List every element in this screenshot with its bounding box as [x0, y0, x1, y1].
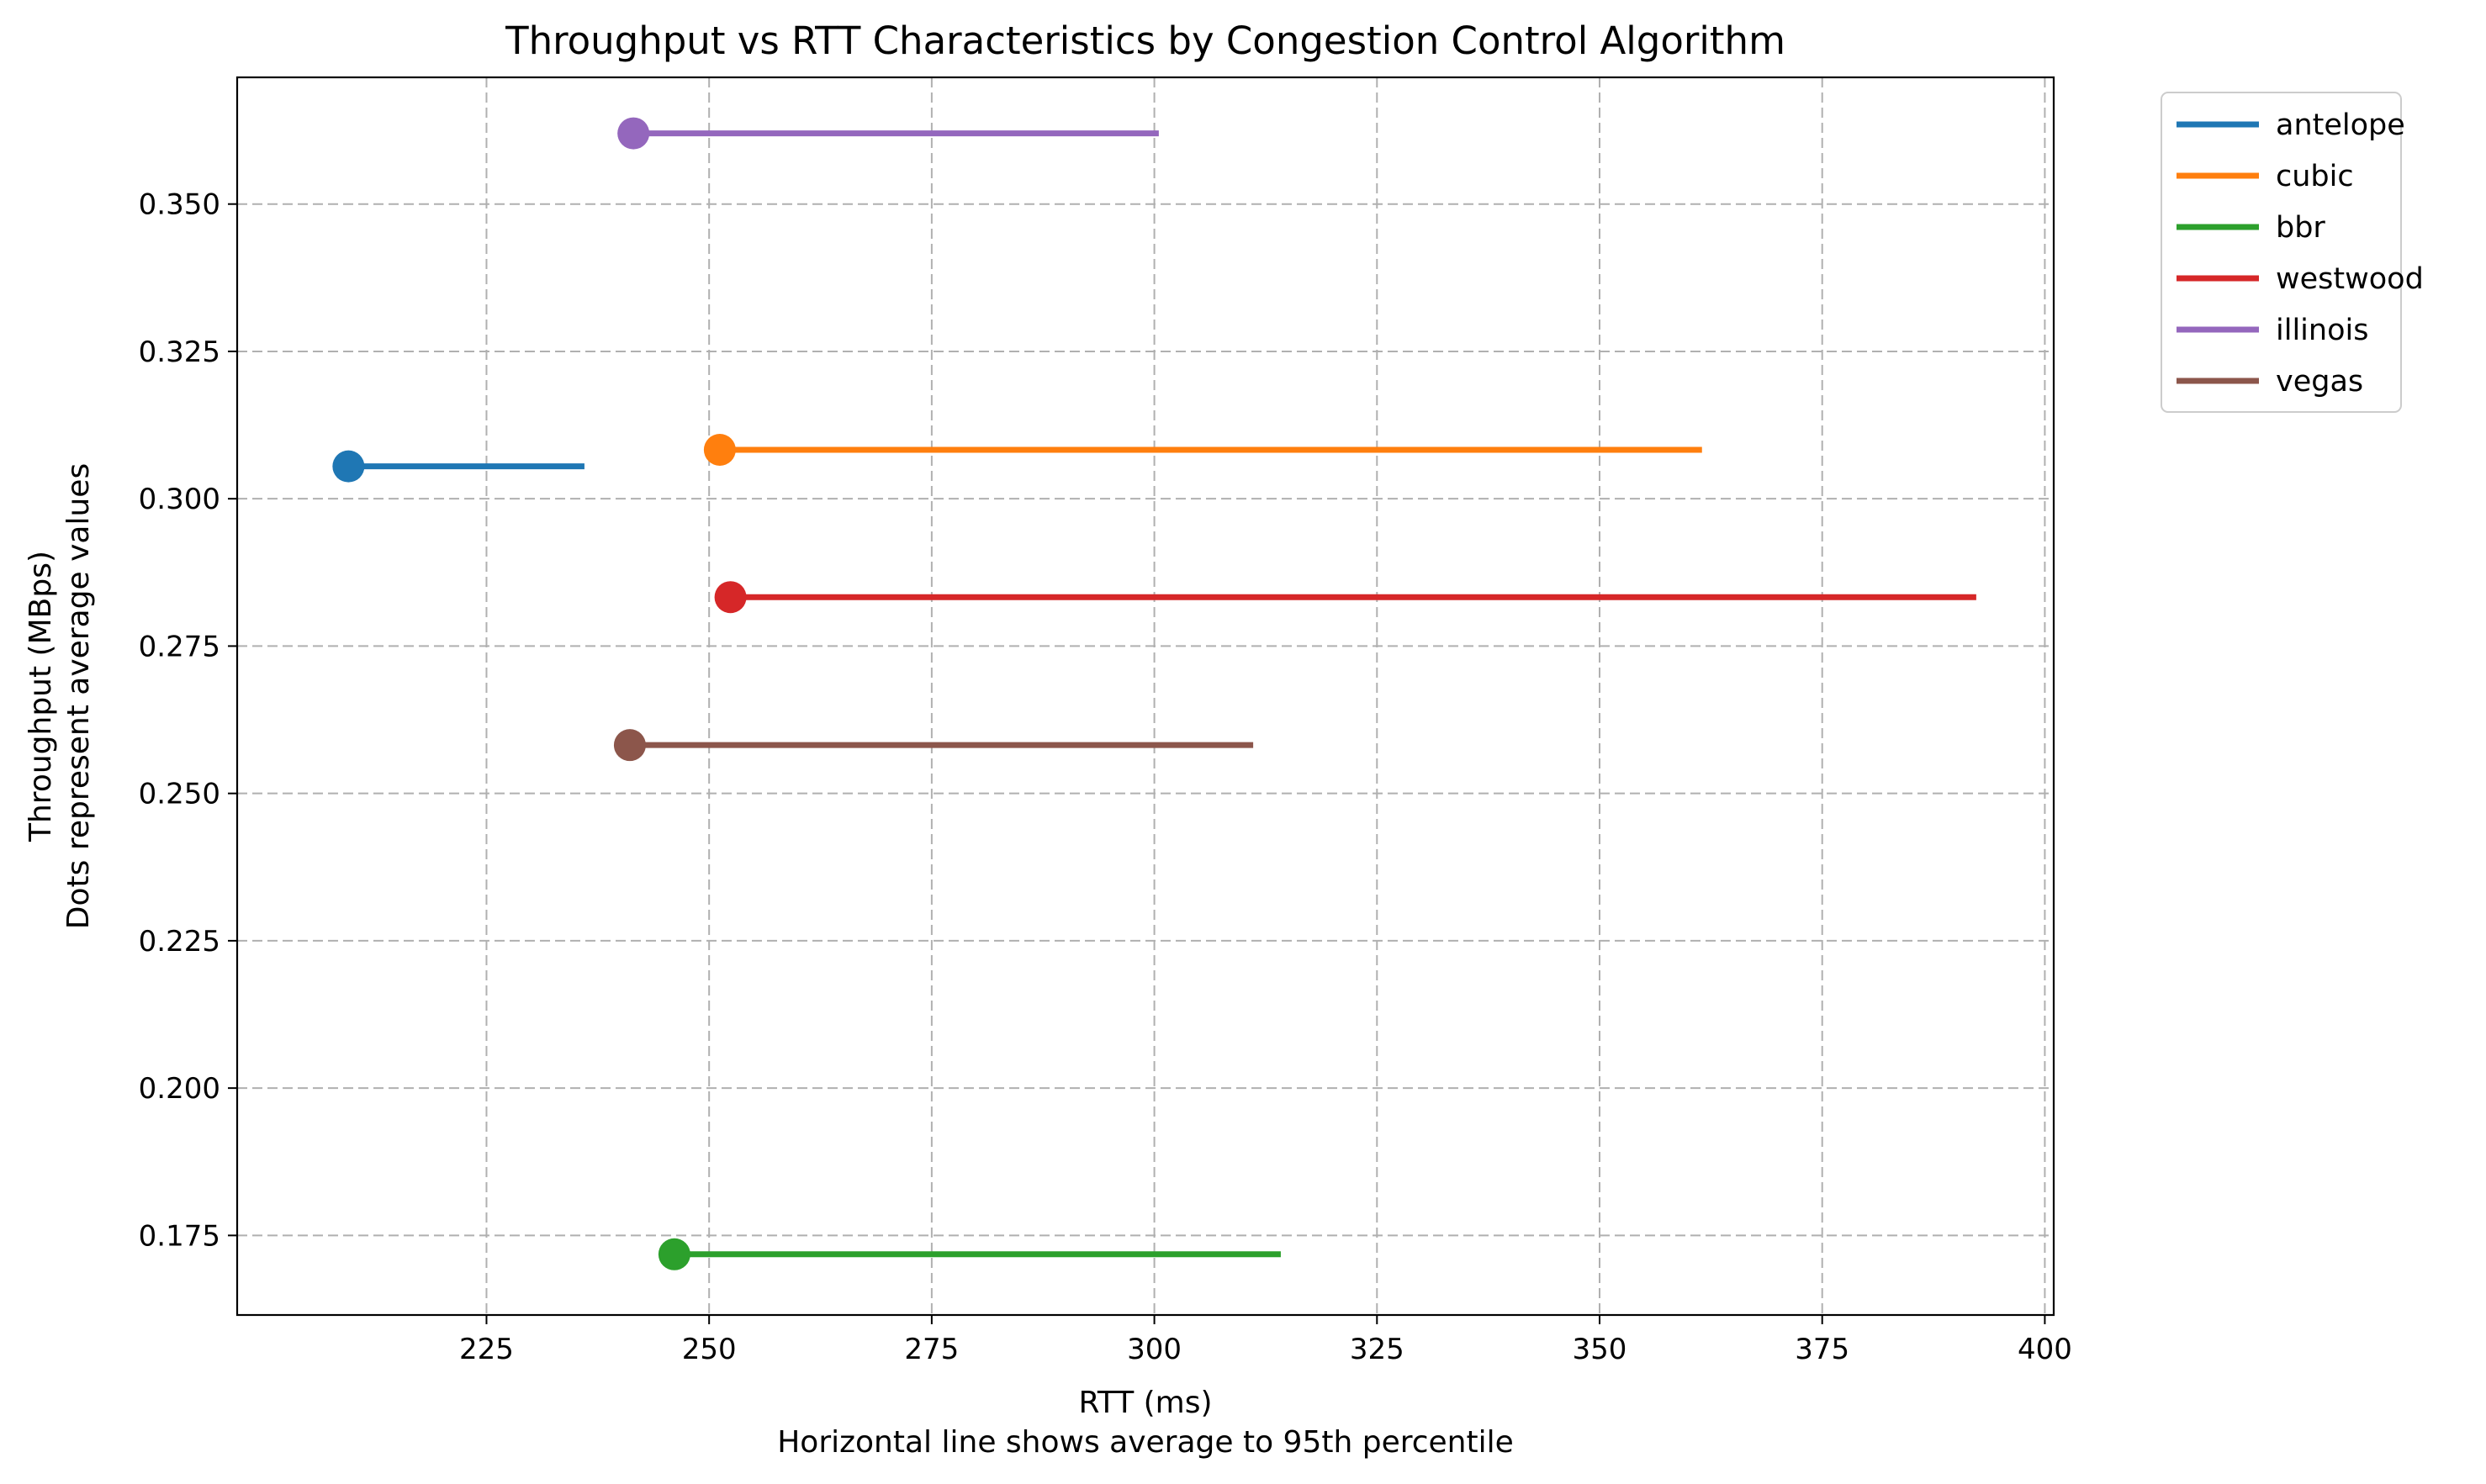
- plot-frame: [235, 76, 2055, 1317]
- legend-label-vegas: vegas: [2276, 365, 2363, 399]
- x-tick-label: 375: [1795, 1333, 1849, 1366]
- legend-label-illinois: illinois: [2276, 314, 2368, 347]
- y-axis: 0.175 0.200 0.225 0.250 0.275 0.300 0.325 0.350: [139, 188, 237, 1253]
- y-tick-label: 0.325: [139, 335, 220, 369]
- x-axis-note: Horizontal line shows average to 95th pe…: [777, 1425, 1514, 1460]
- x-axis-label: RTT (ms): [1078, 1386, 1212, 1420]
- x-tick-label: 325: [1350, 1333, 1404, 1366]
- y-axis-note: Dots represent average values: [61, 463, 96, 929]
- x-tick-label: 350: [1573, 1333, 1627, 1366]
- legend-label-westwood: westwood: [2276, 262, 2424, 296]
- legend-label-cubic: cubic: [2276, 160, 2354, 193]
- series-dot-cubic: [703, 434, 736, 467]
- series-dot-westwood: [714, 581, 747, 614]
- x-tick-label: 250: [682, 1333, 737, 1366]
- chart-title: Throughput vs RTT Characteristics by Con…: [505, 18, 1785, 63]
- y-tick-label: 0.250: [139, 778, 220, 811]
- series-dot-antelope: [332, 450, 365, 483]
- series-dot-illinois: [617, 117, 650, 150]
- x-tick-label: 225: [459, 1333, 514, 1366]
- y-tick-label: 0.350: [139, 188, 220, 222]
- grid: [237, 77, 2054, 1315]
- y-tick-label: 0.200: [139, 1072, 220, 1106]
- legend: antelope cubic bbr westwood illinois vegas: [2161, 92, 2424, 413]
- x-tick-label: 400: [2018, 1333, 2072, 1366]
- y-tick-label: 0.175: [139, 1219, 220, 1253]
- legend-label-bbr: bbr: [2276, 211, 2325, 245]
- y-tick-label: 0.300: [139, 483, 220, 516]
- y-tick-label: 0.275: [139, 630, 220, 663]
- x-tick-label: 275: [904, 1333, 959, 1366]
- series-dot-vegas: [613, 729, 646, 762]
- x-tick-label: 300: [1127, 1333, 1182, 1366]
- series-dot-bbr: [658, 1238, 690, 1270]
- y-tick-label: 0.225: [139, 925, 220, 959]
- x-axis: 225 250 275 300 325 350 375 400: [459, 1315, 2072, 1366]
- data-marks: [332, 117, 1976, 1270]
- legend-label-antelope: antelope: [2276, 108, 2405, 142]
- y-axis-label: Throughput (MBps): [24, 551, 58, 842]
